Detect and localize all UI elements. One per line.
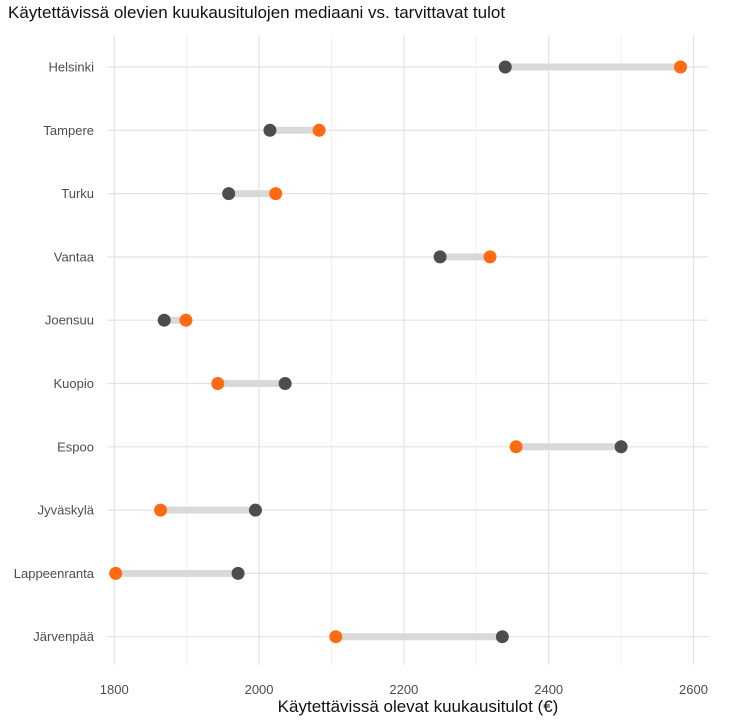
category-label-0: Helsinki <box>48 60 94 75</box>
point-orange-8 <box>109 566 123 580</box>
point-orange-0 <box>673 60 687 74</box>
point-dark-0 <box>498 60 512 74</box>
point-dark-3 <box>433 250 447 264</box>
category-label-9: Järvenpää <box>33 629 94 644</box>
category-label-3: Vantaa <box>54 249 95 264</box>
point-orange-7 <box>154 503 168 517</box>
x-tick-label-1: 2000 <box>245 682 274 697</box>
point-dark-4 <box>157 313 171 327</box>
point-orange-9 <box>329 630 343 644</box>
point-dark-2 <box>222 187 236 201</box>
point-dark-6 <box>614 440 628 454</box>
point-orange-4 <box>179 313 193 327</box>
category-label-1: Tampere <box>43 123 94 138</box>
x-tick-label-2: 2200 <box>389 682 418 697</box>
point-dark-7 <box>248 503 262 517</box>
category-label-8: Lappeenranta <box>14 566 95 581</box>
point-orange-2 <box>269 187 283 201</box>
connector-segments <box>115 63 681 641</box>
point-orange-6 <box>509 440 523 454</box>
category-label-2: Turku <box>61 186 94 201</box>
x-axis-title: Käytettävissä olevat kuukausitulot (€) <box>278 697 559 716</box>
category-label-4: Joensuu <box>45 313 94 328</box>
x-tick-label-3: 2400 <box>534 682 563 697</box>
point-dark-9 <box>495 630 509 644</box>
point-dark-1 <box>263 123 277 137</box>
point-orange-3 <box>483 250 497 264</box>
category-label-7: Jyväskylä <box>38 503 95 518</box>
category-label-6: Espoo <box>57 439 94 454</box>
point-orange-1 <box>312 123 326 137</box>
data-points <box>109 60 687 644</box>
x-tick-label-0: 1800 <box>100 682 129 697</box>
y-axis-labels: Helsinki Tampere Turku Vantaa Joensuu Kuopio E… <box>14 60 95 645</box>
x-tick-label-4: 2600 <box>679 682 708 697</box>
point-dark-8 <box>231 566 245 580</box>
category-label-5: Kuopio <box>54 376 94 391</box>
grid-lines <box>107 35 708 665</box>
chart-title: Käytettävissä olevien kuukausitulojen me… <box>8 3 505 22</box>
x-axis-labels: 1800 2000 2200 2400 2600 <box>100 682 708 697</box>
point-dark-5 <box>278 377 292 390</box>
point-orange-5 <box>211 377 225 390</box>
